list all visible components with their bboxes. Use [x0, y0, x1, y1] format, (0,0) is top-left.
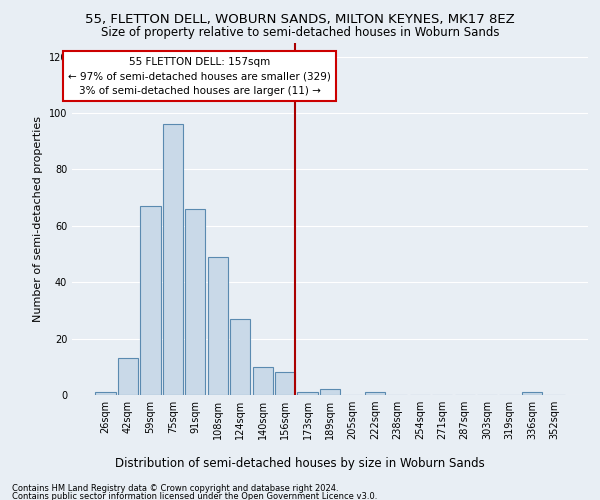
Bar	[208, 257, 228, 395]
Bar	[140, 206, 161, 395]
Bar	[320, 390, 340, 395]
Bar	[253, 367, 273, 395]
Bar	[185, 209, 205, 395]
Text: Distribution of semi-detached houses by size in Woburn Sands: Distribution of semi-detached houses by …	[115, 458, 485, 470]
Bar	[95, 392, 116, 395]
Text: Contains public sector information licensed under the Open Government Licence v3: Contains public sector information licen…	[12, 492, 377, 500]
Bar	[275, 372, 295, 395]
Bar	[298, 392, 317, 395]
Bar	[230, 319, 250, 395]
Bar	[163, 124, 183, 395]
Y-axis label: Number of semi-detached properties: Number of semi-detached properties	[33, 116, 43, 322]
Text: Size of property relative to semi-detached houses in Woburn Sands: Size of property relative to semi-detach…	[101, 26, 499, 39]
Bar	[365, 392, 385, 395]
Text: 55, FLETTON DELL, WOBURN SANDS, MILTON KEYNES, MK17 8EZ: 55, FLETTON DELL, WOBURN SANDS, MILTON K…	[85, 12, 515, 26]
Text: Contains HM Land Registry data © Crown copyright and database right 2024.: Contains HM Land Registry data © Crown c…	[12, 484, 338, 493]
Text: 55 FLETTON DELL: 157sqm
← 97% of semi-detached houses are smaller (329)
3% of se: 55 FLETTON DELL: 157sqm ← 97% of semi-de…	[68, 56, 331, 96]
Bar	[522, 392, 542, 395]
Bar	[118, 358, 138, 395]
